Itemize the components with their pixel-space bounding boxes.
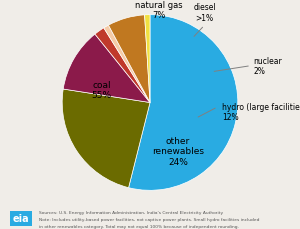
- Text: diesel
>1%: diesel >1%: [193, 3, 216, 23]
- Text: coal
55%: coal 55%: [92, 80, 112, 100]
- Text: other
renewables
24%: other renewables 24%: [152, 136, 204, 166]
- Text: in other renewables category. Total may not equal 100% because of independent ro: in other renewables category. Total may …: [39, 224, 239, 228]
- Wedge shape: [145, 16, 150, 103]
- Wedge shape: [95, 29, 150, 103]
- Text: eia: eia: [13, 213, 29, 224]
- Text: hydro (large facilities)
12%: hydro (large facilities) 12%: [222, 102, 300, 121]
- Text: nuclear
2%: nuclear 2%: [254, 57, 282, 76]
- Wedge shape: [104, 26, 150, 103]
- Wedge shape: [109, 16, 150, 103]
- Text: natural gas
7%: natural gas 7%: [135, 1, 183, 20]
- Wedge shape: [63, 35, 150, 103]
- Wedge shape: [129, 16, 238, 191]
- Text: Note: Includes utility-based power facilities, not captive power plants. Small h: Note: Includes utility-based power facil…: [39, 217, 260, 221]
- Wedge shape: [62, 90, 150, 188]
- Text: Sources: U.S. Energy Information Administration, India's Central Electricity Aut: Sources: U.S. Energy Information Adminis…: [39, 210, 223, 214]
